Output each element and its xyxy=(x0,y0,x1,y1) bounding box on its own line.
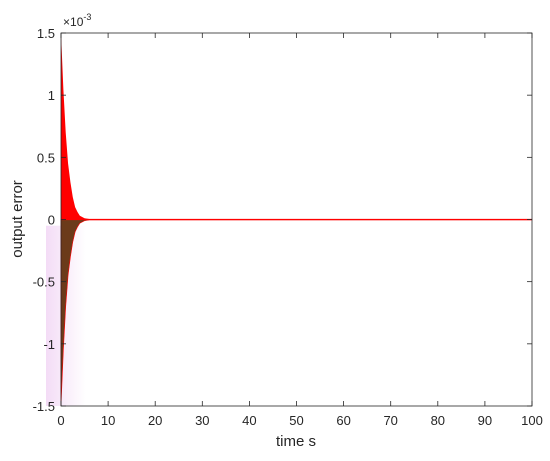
x-tick-label: 10 xyxy=(101,413,115,428)
y-tick-label: -1.5 xyxy=(33,399,55,414)
svg-text:×10-3: ×10-3 xyxy=(63,12,91,29)
x-tick-label: 50 xyxy=(289,413,303,428)
x-tick-label: 40 xyxy=(242,413,256,428)
y-tick-label: -0.5 xyxy=(33,275,55,290)
x-tick-label: 100 xyxy=(521,413,543,428)
x-tick-label: 80 xyxy=(431,413,445,428)
y-tick-label: 1 xyxy=(48,88,55,103)
y-tick-label: -1 xyxy=(43,337,55,352)
x-tick-label: 30 xyxy=(195,413,209,428)
y-tick-label: 0 xyxy=(48,213,55,228)
x-tick-label: 90 xyxy=(478,413,492,428)
x-tick-label: 0 xyxy=(57,413,64,428)
multiplier-prefix: × xyxy=(63,15,70,29)
x-tick-label: 60 xyxy=(336,413,350,428)
y-multiplier: ×10-3 xyxy=(63,12,91,29)
multiplier-base: 10 xyxy=(70,15,84,29)
y-tick-label: 1.5 xyxy=(37,26,55,41)
y-axis-label: output error xyxy=(9,180,26,258)
series-layer xyxy=(60,33,533,407)
x-tick-label: 20 xyxy=(148,413,162,428)
ticks-layer: 0 10 20 30 40 50 60 70 80 90 100 -1.5 -1 -0.5 0 0.5 1 1.5 xyxy=(33,26,543,428)
x-tick-label: 70 xyxy=(383,413,397,428)
x-axis-label: time s xyxy=(276,433,316,450)
multiplier-exponent: -3 xyxy=(83,12,91,22)
y-tick-label: 0.5 xyxy=(37,150,55,165)
